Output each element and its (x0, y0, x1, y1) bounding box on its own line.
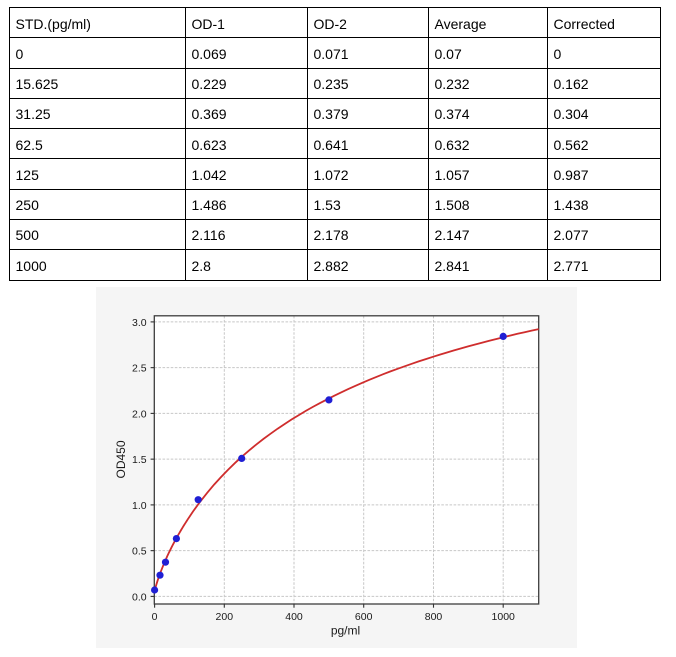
svg-text:0: 0 (152, 611, 158, 623)
svg-text:400: 400 (285, 611, 303, 623)
svg-text:OD450: OD450 (114, 440, 128, 478)
svg-text:2.5: 2.5 (132, 363, 147, 375)
svg-text:2.0: 2.0 (132, 408, 147, 420)
svg-text:800: 800 (425, 611, 443, 623)
svg-text:3.0: 3.0 (132, 317, 147, 329)
svg-text:1.0: 1.0 (132, 500, 147, 512)
svg-text:0.0: 0.0 (132, 591, 147, 603)
svg-text:200: 200 (216, 611, 234, 623)
svg-text:pg/ml: pg/ml (331, 624, 360, 638)
svg-text:0.5: 0.5 (132, 546, 147, 558)
svg-text:1.5: 1.5 (132, 454, 147, 466)
svg-text:1000: 1000 (492, 611, 516, 623)
svg-text:600: 600 (355, 611, 373, 623)
